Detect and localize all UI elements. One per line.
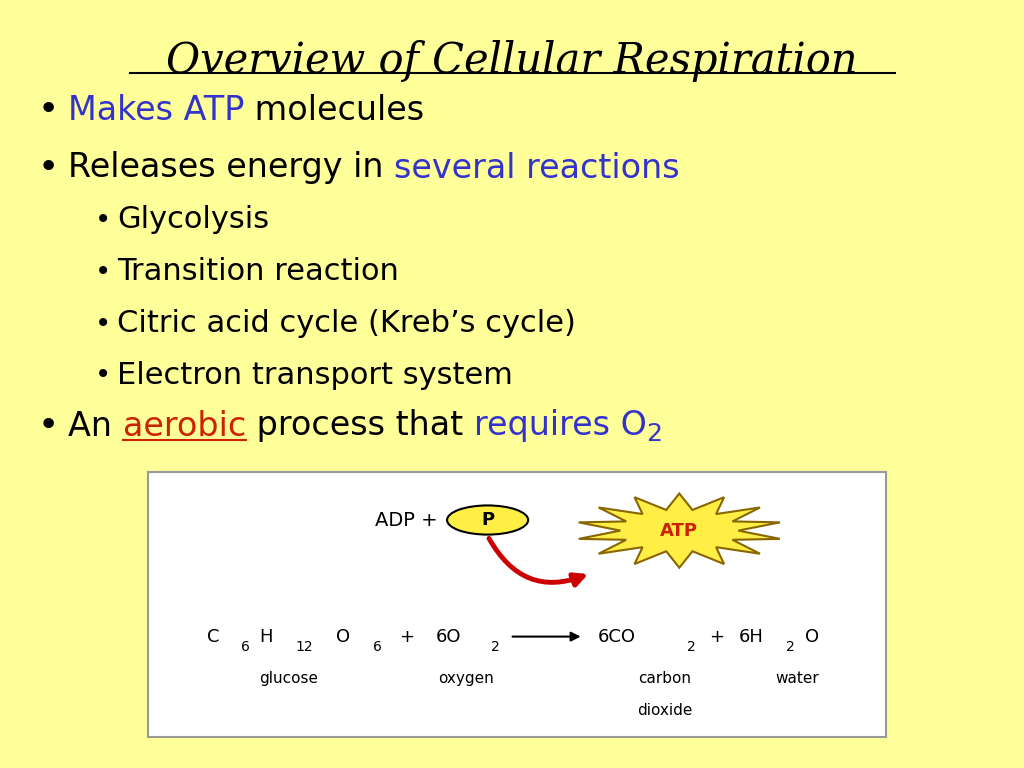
- Text: •: •: [95, 206, 112, 234]
- FancyArrowPatch shape: [489, 538, 584, 585]
- Text: +: +: [399, 627, 414, 646]
- Text: Transition reaction: Transition reaction: [117, 257, 399, 286]
- Text: An: An: [68, 409, 123, 442]
- Text: C: C: [208, 627, 220, 646]
- Text: water: water: [775, 671, 819, 687]
- Text: P: P: [481, 511, 495, 529]
- Text: aerobic: aerobic: [123, 409, 246, 442]
- Text: requires O: requires O: [474, 409, 646, 442]
- Text: ATP: ATP: [660, 521, 698, 540]
- Text: process that: process that: [246, 409, 474, 442]
- Text: several reactions: several reactions: [394, 151, 680, 184]
- Text: dioxide: dioxide: [637, 703, 692, 718]
- Text: O: O: [805, 627, 819, 646]
- Text: 6CO: 6CO: [598, 627, 636, 646]
- Text: O: O: [337, 627, 350, 646]
- Text: 2: 2: [646, 422, 663, 446]
- Text: 12: 12: [296, 641, 313, 654]
- Text: •: •: [38, 151, 59, 185]
- Text: 2: 2: [492, 641, 500, 654]
- Text: 6O: 6O: [436, 627, 462, 646]
- Text: 2: 2: [687, 641, 695, 654]
- Text: ADP +: ADP +: [375, 511, 438, 529]
- Text: 6: 6: [374, 641, 382, 654]
- FancyBboxPatch shape: [148, 472, 886, 737]
- Text: •: •: [38, 409, 59, 443]
- Text: molecules: molecules: [245, 94, 425, 127]
- Text: Overview of Cellular Respiration: Overview of Cellular Respiration: [166, 40, 858, 82]
- Text: 2: 2: [786, 641, 795, 654]
- Text: carbon: carbon: [638, 671, 691, 687]
- Text: •: •: [95, 310, 112, 338]
- Text: oxygen: oxygen: [437, 671, 494, 687]
- Text: H: H: [259, 627, 272, 646]
- Text: Electron transport system: Electron transport system: [117, 360, 513, 389]
- Text: Glycolysis: Glycolysis: [117, 206, 269, 234]
- Text: •: •: [38, 93, 59, 127]
- Text: •: •: [95, 258, 112, 286]
- Text: glucose: glucose: [259, 671, 318, 687]
- Text: +: +: [709, 627, 724, 646]
- Polygon shape: [579, 494, 780, 568]
- Text: Makes ATP: Makes ATP: [68, 94, 245, 127]
- Text: Citric acid cycle (Kreb’s cycle): Citric acid cycle (Kreb’s cycle): [117, 310, 575, 339]
- Text: Releases energy in: Releases energy in: [68, 151, 394, 184]
- Circle shape: [447, 505, 528, 535]
- Text: 6: 6: [241, 641, 250, 654]
- Text: •: •: [95, 361, 112, 389]
- Text: 6H: 6H: [738, 627, 763, 646]
